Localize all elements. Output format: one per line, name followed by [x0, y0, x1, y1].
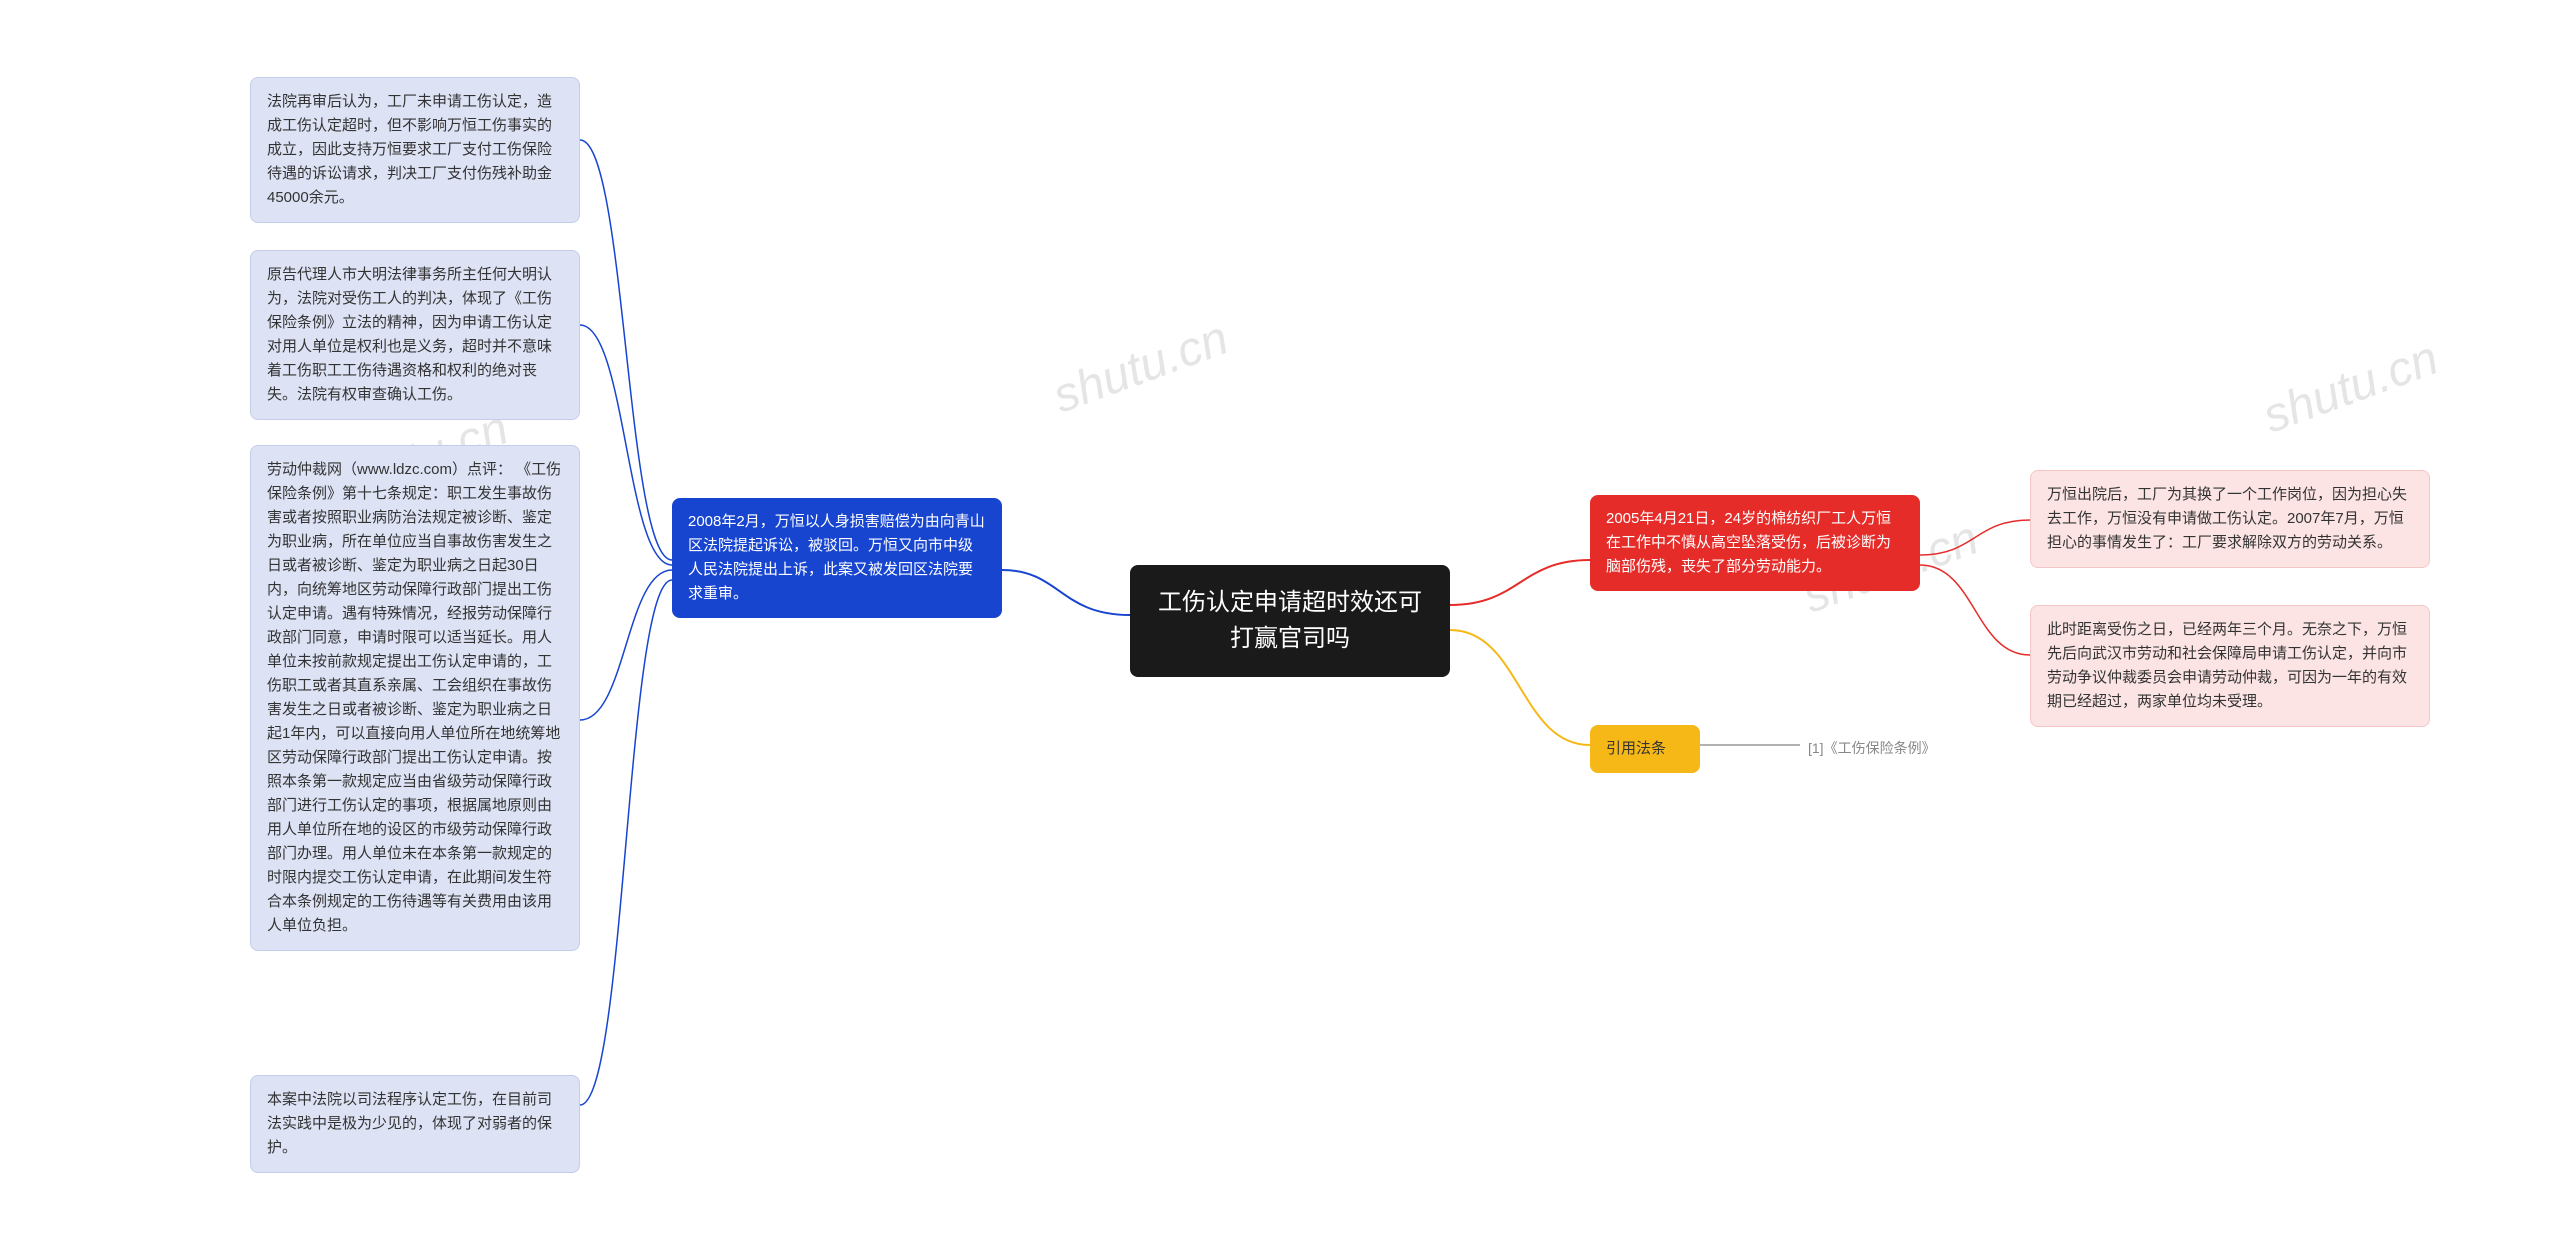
red-text: 2005年4月21日，24岁的棉纺织厂工人万恒在工作中不慎从高空坠落受伤，后被诊… — [1606, 510, 1891, 575]
blue-child-2: 原告代理人市大明法律事务所主任何大明认为，法院对受伤工人的判决，体现了《工伤保险… — [250, 250, 580, 420]
blue-child-1-text: 法院再审后认为，工厂未申请工伤认定，造成工伤认定超时，但不影响万恒工伤事实的成立… — [267, 93, 552, 206]
blue-child-4-text: 本案中法院以司法程序认定工伤，在目前司法实践中是极为少见的，体现了对弱者的保护。 — [267, 1091, 552, 1156]
red-child-2: 此时距离受伤之日，已经两年三个月。无奈之下，万恒先后向武汉市劳动和社会保障局申请… — [2030, 605, 2430, 727]
watermark: shutu.cn — [2256, 331, 2445, 445]
blue-node: 2008年2月，万恒以人身损害赔偿为由向青山区法院提起诉讼，被驳回。万恒又向市中… — [672, 498, 1002, 618]
blue-text: 2008年2月，万恒以人身损害赔偿为由向青山区法院提起诉讼，被驳回。万恒又向市中… — [688, 513, 985, 602]
center-text: 工伤认定申请超时效还可打赢官司吗 — [1158, 589, 1422, 652]
watermark: shutu.cn — [1046, 311, 1235, 425]
blue-child-4: 本案中法院以司法程序认定工伤，在目前司法实践中是极为少见的，体现了对弱者的保护。 — [250, 1075, 580, 1173]
yellow-child: [1]《工伤保险条例》 — [1800, 733, 2000, 763]
yellow-text: 引用法条 — [1606, 740, 1666, 757]
blue-child-3: 劳动仲裁网（www.ldzc.com）点评： 《工伤保险条例》第十七条规定：职工… — [250, 445, 580, 951]
yellow-node: 引用法条 — [1590, 725, 1700, 773]
yellow-child-text: [1]《工伤保险条例》 — [1808, 740, 1936, 756]
blue-child-1: 法院再审后认为，工厂未申请工伤认定，造成工伤认定超时，但不影响万恒工伤事实的成立… — [250, 77, 580, 223]
red-child-1-text: 万恒出院后，工厂为其换了一个工作岗位，因为担心失去工作，万恒没有申请做工伤认定。… — [2047, 486, 2407, 551]
blue-child-2-text: 原告代理人市大明法律事务所主任何大明认为，法院对受伤工人的判决，体现了《工伤保险… — [267, 266, 552, 403]
blue-child-3-text: 劳动仲裁网（www.ldzc.com）点评： 《工伤保险条例》第十七条规定：职工… — [267, 461, 561, 934]
red-child-1: 万恒出院后，工厂为其换了一个工作岗位，因为担心失去工作，万恒没有申请做工伤认定。… — [2030, 470, 2430, 568]
red-node: 2005年4月21日，24岁的棉纺织厂工人万恒在工作中不慎从高空坠落受伤，后被诊… — [1590, 495, 1920, 591]
center-node: 工伤认定申请超时效还可打赢官司吗 — [1130, 565, 1450, 677]
red-child-2-text: 此时距离受伤之日，已经两年三个月。无奈之下，万恒先后向武汉市劳动和社会保障局申请… — [2047, 621, 2407, 710]
